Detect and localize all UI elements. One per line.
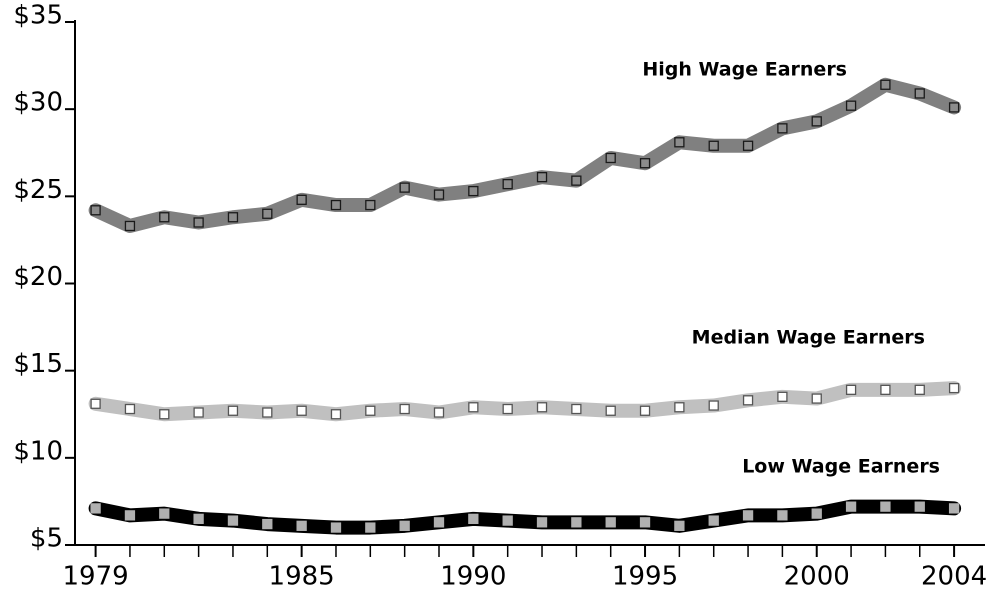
marker: [227, 515, 239, 526]
y-tick-label: $10: [13, 436, 63, 466]
marker: [365, 522, 376, 533]
series-line: [88, 381, 962, 422]
y-tick-label: $35: [13, 1, 63, 31]
marker: [536, 517, 548, 528]
marker: [536, 172, 548, 183]
marker: [296, 194, 307, 205]
marker: [296, 520, 307, 531]
marker: [262, 518, 273, 530]
marker: [330, 199, 342, 211]
marker: [811, 116, 822, 127]
y-tick-label: $15: [13, 349, 63, 379]
marker: [914, 501, 925, 512]
series-label: Median Wage Earners: [692, 327, 925, 349]
marker: [502, 403, 513, 415]
series-label: High Wage Earners: [642, 59, 847, 81]
marker: [468, 402, 479, 413]
marker: [90, 503, 101, 514]
y-tick-label: $20: [13, 262, 63, 292]
marker: [399, 182, 410, 193]
marker: [159, 212, 170, 223]
marker: [674, 402, 685, 413]
marker: [227, 212, 239, 223]
marker: [124, 403, 136, 415]
marker: [605, 405, 616, 416]
marker: [742, 140, 754, 151]
marker: [742, 395, 754, 406]
marker: [639, 158, 651, 169]
marker: [708, 140, 719, 151]
marker: [433, 407, 445, 418]
marker: [708, 515, 719, 526]
marker: [365, 199, 376, 211]
marker: [605, 517, 616, 528]
marker: [159, 508, 170, 519]
marker: [433, 517, 445, 528]
marker: [571, 517, 582, 528]
y-tick-label: $30: [13, 88, 63, 118]
marker: [399, 520, 410, 531]
marker: [811, 393, 822, 404]
marker: [193, 513, 204, 524]
marker: [674, 520, 685, 531]
x-tick-label: 2000: [784, 562, 850, 590]
marker: [159, 409, 170, 420]
marker: [708, 400, 719, 411]
x-tick-label: 1979: [63, 562, 129, 590]
marker: [914, 384, 925, 395]
marker: [433, 189, 445, 200]
marker: [777, 391, 788, 402]
marker: [880, 384, 891, 395]
marker: [330, 522, 342, 533]
marker: [330, 409, 342, 420]
x-tick-label: 1985: [269, 562, 335, 590]
marker: [845, 384, 857, 395]
marker: [502, 178, 513, 190]
marker: [262, 407, 273, 418]
marker: [777, 510, 788, 521]
marker: [536, 402, 548, 413]
marker: [468, 513, 479, 524]
marker: [227, 405, 239, 416]
x-tick-label: 1990: [440, 562, 506, 590]
marker: [605, 152, 616, 164]
marker: [365, 405, 376, 416]
marker: [948, 503, 960, 514]
marker: [124, 510, 136, 521]
marker: [639, 517, 651, 528]
marker: [880, 501, 891, 512]
series-label: Low Wage Earners: [742, 456, 940, 478]
marker: [296, 405, 307, 416]
marker: [742, 510, 754, 521]
series-line: [88, 499, 962, 535]
marker: [502, 515, 513, 526]
marker: [124, 220, 136, 232]
marker: [193, 407, 204, 418]
marker: [880, 79, 891, 90]
marker: [193, 217, 204, 228]
x-tick-label: 2004: [921, 562, 987, 590]
series-line: [88, 77, 962, 233]
marker: [674, 137, 685, 148]
marker: [914, 88, 925, 99]
marker: [845, 100, 857, 111]
marker: [948, 382, 960, 394]
marker: [948, 102, 960, 113]
marker: [845, 501, 857, 512]
marker: [262, 208, 273, 219]
marker: [90, 398, 101, 409]
marker: [777, 123, 788, 134]
marker: [399, 403, 410, 415]
marker: [571, 175, 582, 186]
marker: [90, 205, 101, 216]
y-tick-label: $25: [13, 175, 63, 205]
marker: [571, 403, 582, 415]
marker: [811, 508, 822, 519]
marker: [468, 185, 479, 197]
marker: [639, 405, 651, 416]
y-tick-label: $5: [30, 524, 63, 554]
x-tick-label: 1995: [612, 562, 678, 590]
